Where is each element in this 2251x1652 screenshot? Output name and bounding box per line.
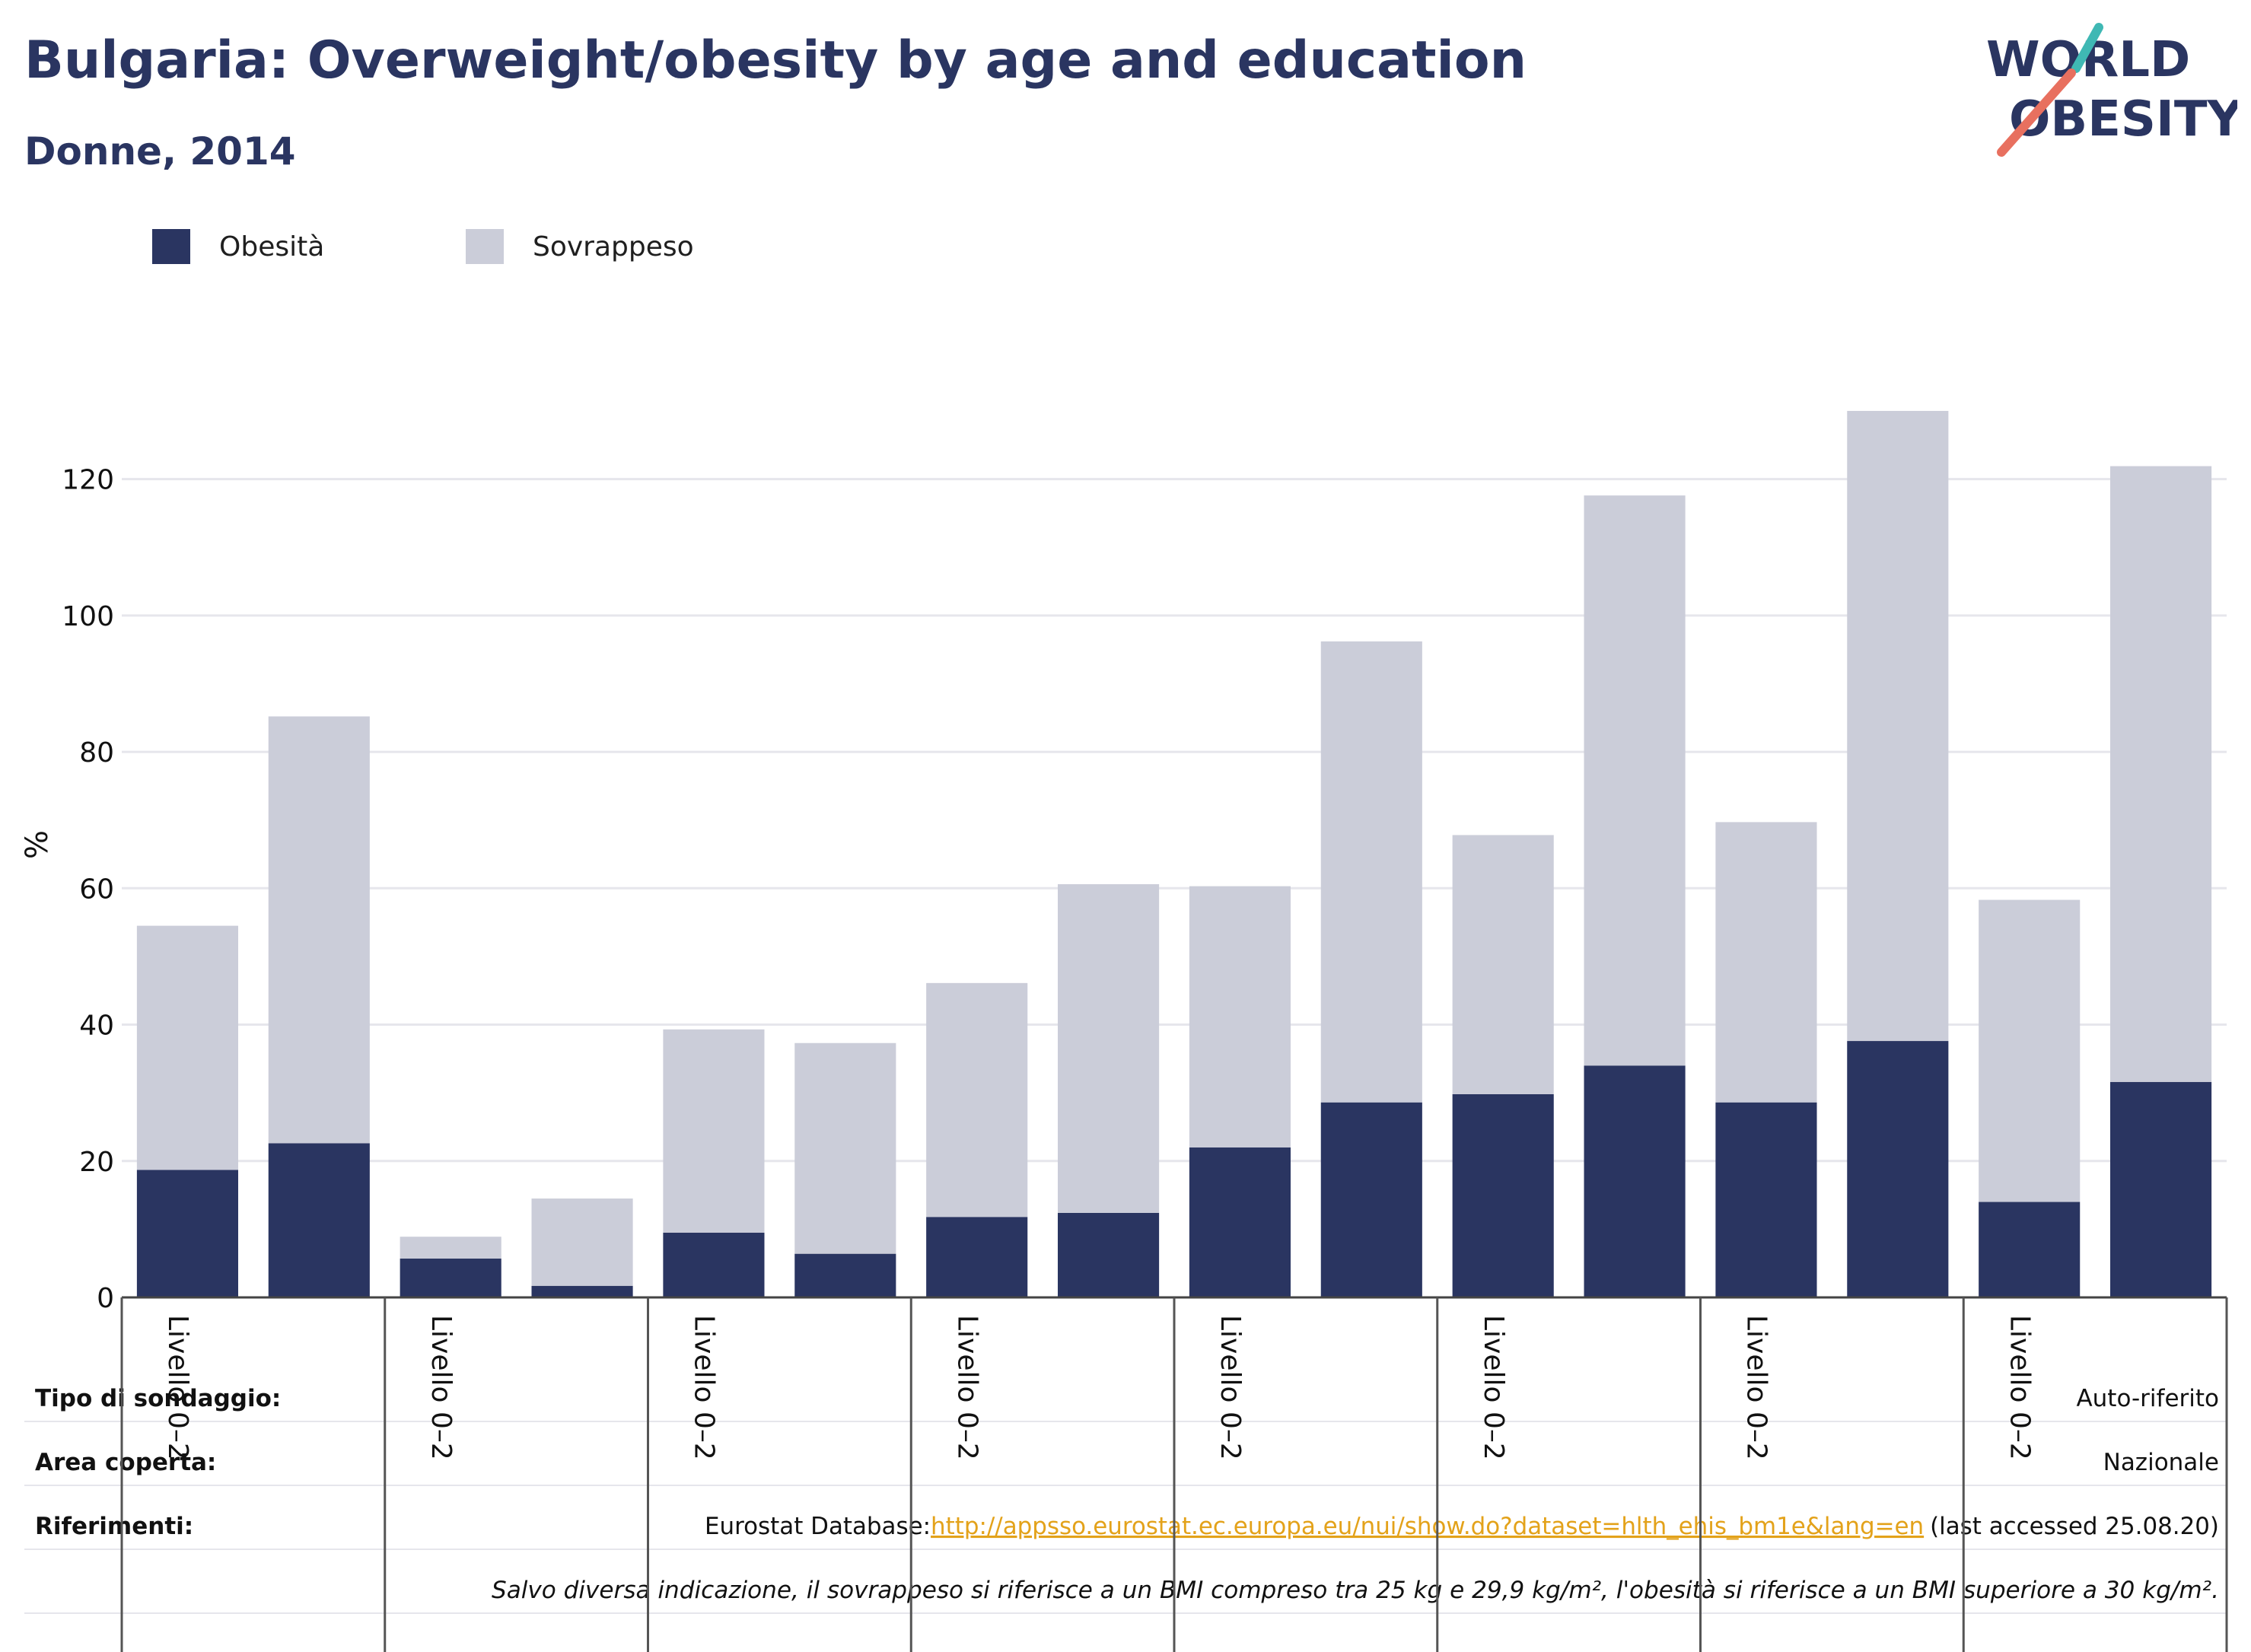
world-obesity-logo: WORLD OBESITY [1986, 23, 2237, 157]
survey-type-label: Tipo di sondaggio: [35, 1385, 281, 1412]
bar-obesity[interactable] [1979, 1202, 2081, 1297]
y-tick-label: 20 [79, 1147, 114, 1178]
references-prefix: Eurostat Database: [705, 1513, 931, 1540]
bar-obesity[interactable] [1715, 1102, 1817, 1297]
legend-label-obesity: Obesità [219, 231, 325, 263]
y-tick-label: 60 [79, 874, 114, 905]
y-axis-ticks: 0 20 40 60 80 100 120 [62, 465, 114, 1314]
bar-obesity[interactable] [1058, 1212, 1160, 1297]
bars [136, 411, 2212, 1297]
bar-overweight[interactable] [1584, 495, 1686, 1066]
bar-overweight[interactable] [663, 1029, 765, 1233]
legend-swatch-obesity [152, 229, 190, 264]
bar-overweight[interactable] [136, 925, 238, 1170]
x-group-label: Livello 0–2 [689, 1315, 720, 1460]
x-group-label: Livello 0–2 [1478, 1315, 1509, 1460]
bar-overweight[interactable] [268, 716, 370, 1144]
x-group-label: Livello 0–2 [951, 1315, 982, 1460]
bar-obesity[interactable] [794, 1253, 896, 1297]
bar-overweight[interactable] [1979, 899, 2081, 1202]
references-link[interactable]: http://appsso.eurostat.ec.europa.eu/nui/… [931, 1513, 1924, 1540]
x-group-label: Livello 0–2 [425, 1315, 457, 1460]
bar-overweight[interactable] [1320, 641, 1422, 1103]
x-group-label: Livello 0–2 [2004, 1315, 2035, 1460]
bar-obesity[interactable] [531, 1285, 633, 1297]
legend-item-overweight[interactable]: Sovrappeso [466, 227, 694, 266]
legend-label-overweight: Sovrappeso [533, 231, 694, 263]
area-covered-value: Nazionale [2103, 1449, 2219, 1476]
legend-swatch-overweight [466, 229, 504, 264]
bar-overweight[interactable] [2110, 466, 2212, 1082]
survey-type-value: Auto-riferito [2076, 1385, 2219, 1412]
page-subtitle: Donne, 2014 [24, 129, 296, 173]
bar-overweight[interactable] [400, 1237, 501, 1259]
bar-obesity[interactable] [400, 1258, 501, 1297]
references-suffix: (last accessed 25.08.20) [1930, 1513, 2219, 1540]
y-tick-label: 0 [97, 1283, 114, 1314]
bar-overweight[interactable] [794, 1042, 896, 1254]
references-label: Riferimenti: [35, 1513, 193, 1540]
y-axis-label: % [20, 830, 55, 859]
logo-slash-teal [2071, 23, 2103, 73]
bar-overweight[interactable] [926, 982, 1028, 1218]
y-tick-label: 120 [62, 465, 114, 496]
legend-item-obesity[interactable]: Obesità [152, 227, 324, 266]
bar-overweight[interactable] [1058, 883, 1160, 1213]
bar-obesity[interactable] [1584, 1065, 1686, 1297]
y-tick-label: 80 [79, 737, 114, 769]
page-title: Bulgaria: Overweight/obesity by age and … [24, 30, 1527, 91]
bar-overweight[interactable] [1189, 886, 1291, 1147]
y-tick-label: 40 [79, 1011, 114, 1042]
bar-obesity[interactable] [1320, 1102, 1422, 1297]
bar-obesity[interactable] [136, 1170, 238, 1297]
bar-obesity[interactable] [1452, 1093, 1554, 1297]
bar-obesity[interactable] [926, 1217, 1028, 1297]
bmi-definition-note: Salvo diversa indicazione, il sovrappeso… [492, 1577, 2219, 1604]
x-group-label: Livello 0–2 [1215, 1315, 1246, 1460]
bar-overweight[interactable] [531, 1198, 633, 1286]
logo-slash-coral [1997, 68, 2076, 157]
area-covered-label: Area coperta: [35, 1449, 216, 1476]
references-value: Eurostat Database:http://appsso.eurostat… [705, 1513, 2219, 1540]
bar-obesity[interactable] [2110, 1081, 2212, 1297]
bar-overweight[interactable] [1847, 411, 1949, 1042]
bar-obesity[interactable] [1189, 1147, 1291, 1297]
x-group-label: Livello 0–2 [162, 1315, 193, 1460]
y-tick-label: 100 [62, 601, 114, 632]
x-group-label: Livello 0–2 [1741, 1315, 1772, 1460]
bar-obesity[interactable] [663, 1232, 765, 1297]
bar-obesity[interactable] [268, 1143, 370, 1297]
x-axis-groups: Livello 0–2 Livello 0–2 Livello 0–2 Livello… [120, 1297, 2228, 1652]
bar-overweight[interactable] [1715, 822, 1817, 1103]
bar-obesity[interactable] [1847, 1041, 1949, 1297]
info-table: Tipo di sondaggio: Auto-riferito Area co… [24, 1385, 2227, 1614]
bar-overweight[interactable] [1452, 835, 1554, 1094]
